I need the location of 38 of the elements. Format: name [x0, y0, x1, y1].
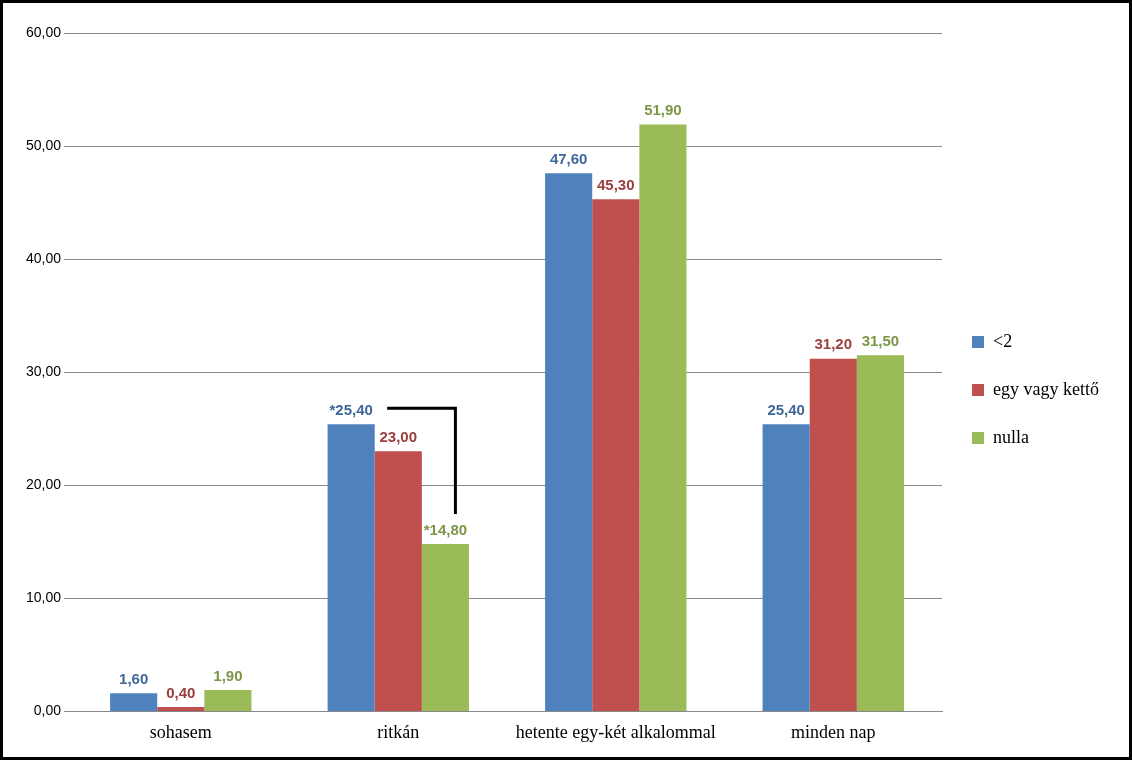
bar: [856, 355, 904, 711]
data-label: *25,40: [329, 400, 373, 418]
bar: [809, 358, 857, 711]
y-tick-label: 50,00: [25, 136, 62, 153]
bar: [545, 173, 593, 711]
bar: [110, 693, 158, 711]
data-label: 45,30: [597, 175, 635, 193]
legend-label: <2: [993, 330, 1013, 351]
data-label: 1,90: [213, 666, 243, 684]
y-tick-label: 10,00: [25, 589, 62, 606]
data-label: *14,80: [423, 520, 468, 538]
data-label: 0,40: [166, 683, 196, 701]
data-label: 51,90: [644, 101, 682, 119]
bar: [592, 199, 640, 711]
bar: [762, 424, 810, 711]
bar: [639, 124, 687, 711]
x-tick-label: sohasem: [149, 721, 212, 742]
data-label: 1,60: [119, 669, 149, 687]
data-label: 47,60: [549, 149, 588, 167]
y-tick-label: 60,00: [25, 23, 62, 40]
data-label: 23,00: [379, 427, 418, 445]
data-label: 31,50: [861, 331, 900, 349]
x-tick-label: hetente egy-két alkalommal: [515, 721, 716, 742]
x-tick-label: minden nap: [791, 721, 876, 742]
bar: [374, 451, 422, 711]
bar: [204, 689, 252, 711]
x-tick-label: ritkán: [377, 721, 420, 742]
y-tick-label: 40,00: [25, 249, 62, 266]
y-tick-label: 0,00: [33, 702, 62, 719]
y-tick-label: 20,00: [25, 476, 62, 493]
y-tick-label: 30,00: [25, 363, 62, 380]
bar: [421, 544, 469, 711]
data-label: 25,40: [767, 400, 805, 418]
bar: [157, 706, 205, 711]
legend-label: egy vagy kettő: [993, 378, 1100, 399]
legend-label: nulla: [993, 426, 1030, 447]
data-label: 31,20: [814, 335, 853, 353]
bar: [327, 424, 375, 711]
